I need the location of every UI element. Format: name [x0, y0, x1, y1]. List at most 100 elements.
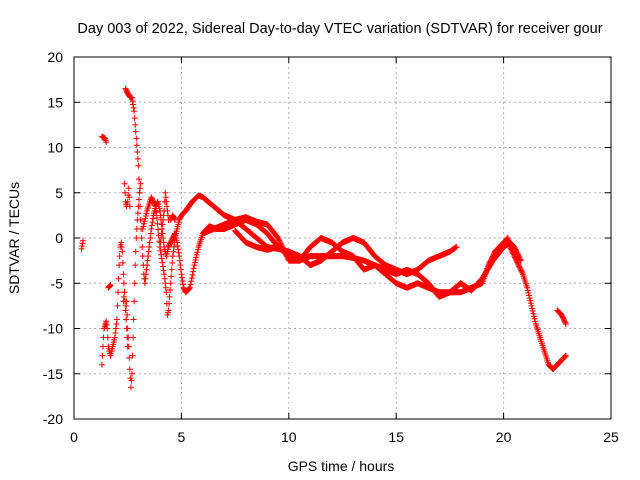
data-point — [562, 353, 569, 360]
data-point — [529, 305, 536, 312]
data-point — [276, 237, 283, 244]
data-point — [163, 203, 170, 210]
data-point — [120, 280, 127, 287]
data-point — [137, 203, 144, 210]
y-tick-label: 5 — [55, 185, 63, 201]
data-point — [148, 225, 155, 232]
data-point — [148, 194, 155, 201]
data-point — [121, 289, 128, 296]
data-point — [106, 283, 113, 290]
data-point — [131, 280, 138, 287]
axes: 0 5 10 15 20 25 -20 -15 -10 -5 0 5 10 15 20 — [43, 49, 619, 445]
data-point — [278, 241, 285, 248]
y-axis-label: SDTVAR / TECUs — [6, 182, 22, 294]
data-point — [194, 249, 201, 256]
data-point — [124, 311, 131, 318]
data-point — [170, 244, 177, 251]
data-point — [116, 262, 123, 269]
data-point — [140, 220, 147, 227]
data-marks — [78, 85, 569, 391]
data-point — [528, 302, 535, 309]
data-point — [143, 266, 150, 273]
data-point — [283, 252, 290, 259]
data-point — [132, 121, 139, 128]
y-tick-label: -15 — [43, 366, 63, 382]
data-point — [131, 115, 138, 122]
y-tick-label: -10 — [43, 321, 63, 337]
data-point — [163, 198, 170, 205]
data-point — [118, 244, 125, 251]
data-point — [531, 315, 538, 322]
data-point — [161, 275, 168, 282]
y-tick-label: 15 — [47, 94, 63, 110]
data-point — [194, 246, 201, 253]
data-point — [130, 316, 137, 323]
data-point — [185, 286, 192, 293]
data-point — [142, 271, 149, 278]
data-point — [131, 108, 138, 115]
data-point — [561, 353, 568, 360]
data-point — [79, 243, 86, 250]
data-point — [282, 249, 289, 256]
data-point — [124, 343, 131, 350]
data-point — [169, 259, 176, 266]
data-point — [166, 300, 173, 307]
data-point — [168, 266, 175, 273]
data-point — [190, 265, 197, 272]
data-point — [142, 215, 149, 222]
y-tick-label: 10 — [47, 140, 63, 156]
data-point — [153, 214, 160, 221]
data-point — [112, 325, 119, 332]
data-point — [146, 239, 153, 246]
data-point — [152, 203, 159, 210]
data-point — [135, 196, 142, 203]
data-point — [562, 319, 569, 326]
grid — [74, 57, 611, 419]
data-point — [122, 307, 129, 314]
data-point — [120, 293, 127, 300]
data-point — [168, 273, 175, 280]
data-point — [170, 248, 177, 255]
data-point — [162, 189, 169, 196]
data-point — [133, 135, 140, 142]
data-point — [155, 226, 162, 233]
x-tick-label: 5 — [178, 429, 186, 445]
data-point — [514, 259, 521, 266]
data-point — [513, 258, 520, 265]
data-point — [127, 384, 134, 391]
data-point — [189, 271, 196, 278]
data-point — [559, 313, 566, 320]
data-point — [99, 343, 106, 350]
data-point — [124, 198, 131, 205]
data-point — [559, 314, 566, 321]
data-point — [532, 318, 539, 325]
data-point — [119, 259, 126, 266]
data-point — [118, 239, 125, 246]
data-point — [134, 210, 141, 217]
data-point — [188, 278, 195, 285]
data-point — [128, 370, 135, 377]
data-point — [104, 325, 111, 332]
data-point — [107, 282, 114, 289]
data-point — [278, 242, 285, 249]
data-point — [157, 239, 164, 246]
data-point — [177, 262, 184, 269]
data-point — [135, 176, 142, 183]
data-point — [120, 271, 127, 278]
data-point — [103, 318, 110, 325]
data-point — [186, 284, 193, 291]
data-point — [527, 297, 534, 304]
data-point — [161, 271, 168, 278]
data-point — [193, 251, 200, 258]
data-point — [132, 248, 139, 255]
data-point — [130, 104, 137, 111]
data-point — [526, 292, 533, 299]
data-point — [115, 289, 122, 296]
data-point — [122, 298, 129, 305]
data-point — [165, 307, 172, 314]
data-point — [154, 220, 161, 227]
data-point — [191, 259, 198, 266]
data-point — [166, 293, 173, 300]
data-point — [149, 215, 156, 222]
